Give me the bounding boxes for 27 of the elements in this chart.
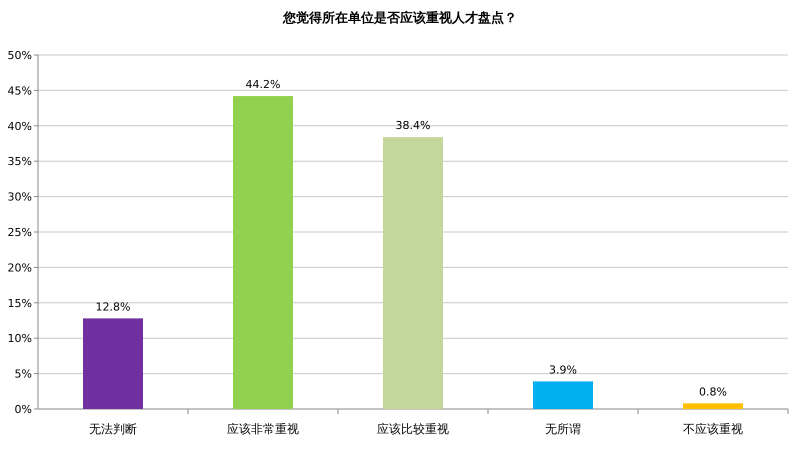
y-tick-label: 20% [8, 261, 32, 274]
y-tick-label: 35% [8, 155, 32, 168]
y-tick-label: 45% [8, 84, 32, 98]
y-tick-label: 0% [14, 403, 32, 416]
y-tick-label: 40% [8, 120, 32, 133]
data-label: 3.9% [549, 363, 577, 376]
y-tick-label: 50% [8, 49, 32, 62]
data-label: 12.8% [96, 300, 130, 314]
y-tick-label: 15% [8, 296, 32, 310]
y-tick-label: 30% [8, 190, 32, 204]
data-label: 44.2% [246, 78, 280, 92]
x-tick-label: 应该非常重视 [227, 422, 299, 436]
bar [533, 381, 593, 409]
bar [383, 137, 443, 409]
x-tick-label: 应该比较重视 [377, 422, 449, 436]
data-label: 0.8% [699, 385, 727, 398]
x-tick-label: 无法判断 [89, 422, 137, 436]
bar [83, 318, 143, 409]
data-label: 38.4% [396, 119, 430, 132]
x-tick-label: 不应该重视 [683, 422, 743, 436]
y-tick-label: 5% [14, 368, 32, 381]
y-tick-label: 25% [8, 226, 32, 239]
bar [683, 403, 743, 409]
bar [233, 96, 293, 409]
y-tick-label: 10% [8, 332, 32, 346]
chart-title: 您觉得所在单位是否应该重视人才盘点？ [282, 10, 517, 26]
x-tick-label: 无所谓 [545, 422, 581, 436]
